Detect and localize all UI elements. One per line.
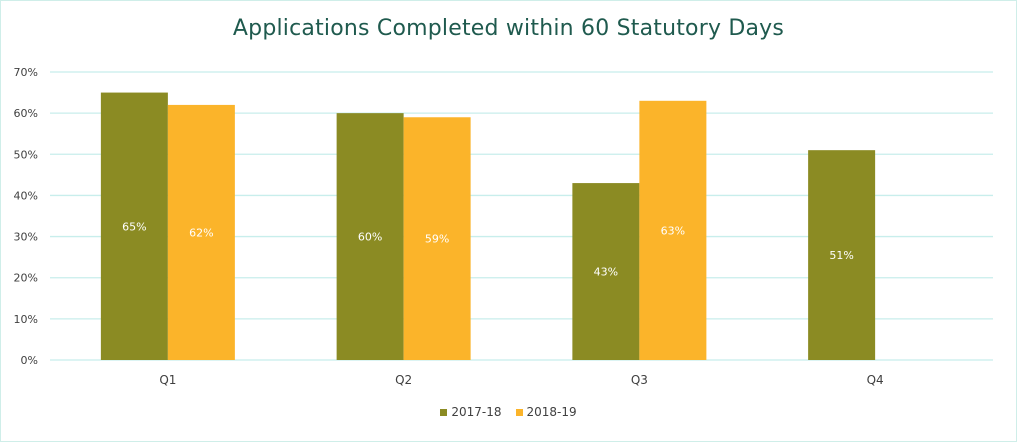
legend-label: 2018-19 bbox=[526, 405, 577, 419]
data-label: 59% bbox=[425, 233, 449, 246]
x-category-label: Q2 bbox=[395, 373, 412, 387]
bar-2017-18-Q1 bbox=[100, 92, 168, 361]
y-tick-label: 0% bbox=[21, 354, 38, 367]
bar-2017-18-Q3 bbox=[572, 183, 640, 360]
bar-2017-18-Q4 bbox=[808, 150, 876, 360]
legend-label: 2017-18 bbox=[451, 405, 502, 419]
legend-item-2017-18: 2017-18 bbox=[440, 405, 502, 419]
legend: 2017-18 2018-19 bbox=[0, 405, 1017, 419]
legend-swatch bbox=[440, 408, 448, 416]
y-tick-label: 50% bbox=[14, 148, 38, 161]
bar-2017-18-Q2 bbox=[336, 113, 404, 361]
y-tick-label: 60% bbox=[14, 107, 38, 120]
y-tick-label: 10% bbox=[14, 313, 38, 326]
bars bbox=[100, 92, 876, 361]
bar-2018-19-Q1 bbox=[167, 104, 235, 361]
y-axis-ticks: 0% 10% 20% 30% 40% 50% 60% 70% bbox=[14, 66, 38, 367]
data-label: 62% bbox=[189, 226, 213, 239]
y-tick-label: 30% bbox=[14, 231, 38, 244]
data-label: 51% bbox=[829, 249, 853, 262]
data-label: 60% bbox=[358, 231, 382, 244]
legend-swatch bbox=[515, 408, 523, 416]
y-tick-label: 70% bbox=[14, 66, 38, 79]
x-category-label: Q1 bbox=[159, 373, 176, 387]
x-category-label: Q4 bbox=[867, 373, 884, 387]
x-category-label: Q3 bbox=[631, 373, 648, 387]
data-label: 63% bbox=[661, 224, 685, 237]
data-label: 43% bbox=[594, 266, 618, 279]
data-labels: 65% 62% 60% 59% 43% 63% 51% bbox=[122, 220, 854, 278]
legend-item-2018-19: 2018-19 bbox=[515, 405, 577, 419]
data-label: 65% bbox=[122, 220, 146, 233]
y-tick-label: 40% bbox=[14, 189, 38, 202]
y-tick-label: 20% bbox=[14, 272, 38, 285]
bar-2018-19-Q2 bbox=[403, 117, 471, 360]
chart-title: Applications Completed within 60 Statuto… bbox=[232, 16, 785, 41]
x-axis-categories: Q1 Q2 Q3 Q4 bbox=[159, 373, 883, 387]
bar-2018-19-Q3 bbox=[639, 100, 707, 361]
